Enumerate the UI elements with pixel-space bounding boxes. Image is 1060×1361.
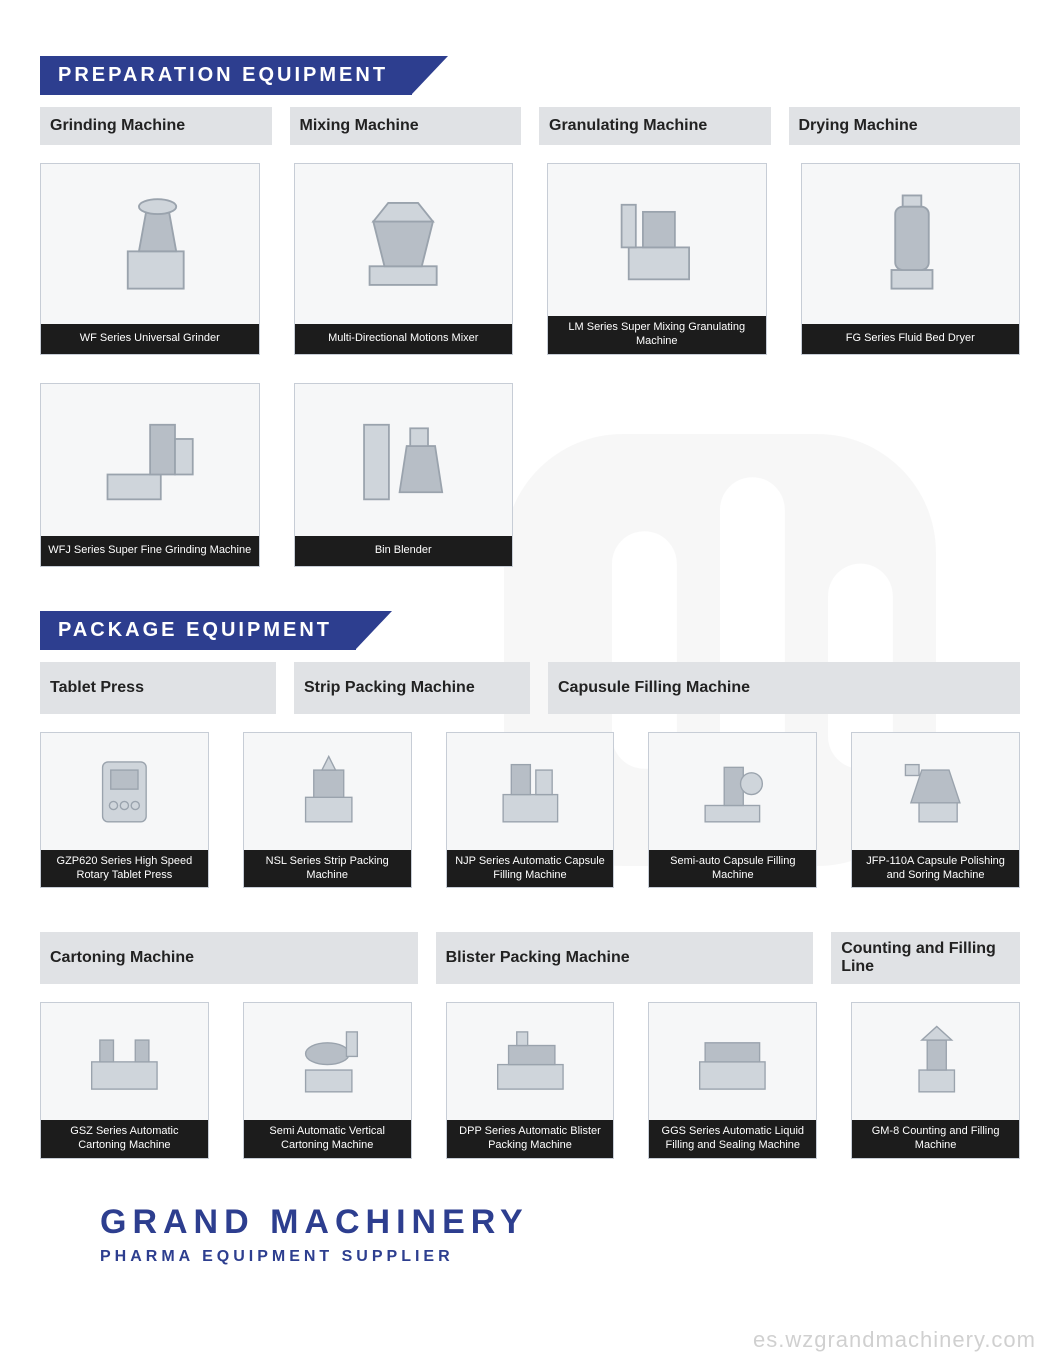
category-mixing: Mixing Machine [290, 107, 522, 145]
product-card: GSZ Series Automatic Cartoning Machine [40, 1002, 209, 1158]
product-caption: GSZ Series Automatic Cartoning Machine [41, 1120, 208, 1158]
product-image [41, 733, 208, 850]
product-caption: Multi-Directional Motions Mixer [295, 324, 513, 354]
product-caption: FG Series Fluid Bed Dryer [802, 324, 1020, 354]
section-banner-package: PACKAGE EQUIPMENT [40, 611, 1020, 650]
section-title: PACKAGE EQUIPMENT [40, 611, 356, 650]
section-banner-preparation: PREPARATION EQUIPMENT [40, 56, 1020, 95]
product-card: Multi-Directional Motions Mixer [294, 163, 514, 355]
product-caption: Semi Automatic Vertical Cartoning Machin… [244, 1120, 411, 1158]
product-caption: GGS Series Automatic Liquid Filling and … [649, 1120, 816, 1158]
product-card: FG Series Fluid Bed Dryer [801, 163, 1021, 355]
product-image [295, 164, 513, 324]
category-strip-packing: Strip Packing Machine [294, 662, 530, 714]
category-tablet-press: Tablet Press [40, 662, 276, 714]
footer-url: es.wzgrandmachinery.com [753, 1327, 1036, 1353]
category-cartoning: Cartoning Machine [40, 932, 418, 984]
product-caption: NSL Series Strip Packing Machine [244, 850, 411, 888]
product-card: JFP-110A Capsule Polishing and Soring Ma… [851, 732, 1020, 888]
product-grid-preparation: WF Series Universal Grinder Multi-Direct… [40, 163, 1020, 567]
product-image [41, 384, 259, 536]
product-image [447, 1003, 614, 1120]
product-image [649, 733, 816, 850]
product-caption: DPP Series Automatic Blister Packing Mac… [447, 1120, 614, 1158]
product-card: Semi-auto Capsule Filling Machine [648, 732, 817, 888]
product-caption: WF Series Universal Grinder [41, 324, 259, 354]
product-image [852, 1003, 1019, 1120]
product-image [295, 384, 513, 536]
product-grid-package-a: GZP620 Series High Speed Rotary Tablet P… [40, 732, 1020, 888]
product-image [244, 1003, 411, 1120]
product-caption: WFJ Series Super Fine Grinding Machine [41, 536, 259, 566]
product-caption: LM Series Super Mixing Granulating Machi… [548, 316, 766, 354]
product-card: Semi Automatic Vertical Cartoning Machin… [243, 1002, 412, 1158]
category-grinding: Grinding Machine [40, 107, 272, 145]
brand-title: GRAND MACHINERY [100, 1203, 1020, 1242]
product-card: LM Series Super Mixing Granulating Machi… [547, 163, 767, 355]
product-image [802, 164, 1020, 324]
product-card: GGS Series Automatic Liquid Filling and … [648, 1002, 817, 1158]
product-image [41, 1003, 208, 1120]
product-card: NJP Series Automatic Capsule Filling Mac… [446, 732, 615, 888]
product-grid-package-b: GSZ Series Automatic Cartoning Machine S… [40, 1002, 1020, 1158]
product-caption: JFP-110A Capsule Polishing and Soring Ma… [852, 850, 1019, 888]
product-image [244, 733, 411, 850]
product-image [548, 164, 766, 316]
product-card: NSL Series Strip Packing Machine [243, 732, 412, 888]
category-granulating: Granulating Machine [539, 107, 771, 145]
category-counting: Counting and Filling Line [831, 932, 1020, 984]
product-caption: GZP620 Series High Speed Rotary Tablet P… [41, 850, 208, 888]
product-caption: Semi-auto Capsule Filling Machine [649, 850, 816, 888]
product-card: DPP Series Automatic Blister Packing Mac… [446, 1002, 615, 1158]
category-row-package-b: Cartoning Machine Blister Packing Machin… [40, 932, 1020, 984]
category-drying: Drying Machine [789, 107, 1021, 145]
product-image [41, 164, 259, 324]
category-row-package-a: Tablet Press Strip Packing Machine Capus… [40, 662, 1020, 714]
product-card: WF Series Universal Grinder [40, 163, 260, 355]
product-card: Bin Blender [294, 383, 514, 567]
category-row-preparation: Grinding Machine Mixing Machine Granulat… [40, 107, 1020, 145]
brand-block: GRAND MACHINERY PHARMA EQUIPMENT SUPPLIE… [40, 1203, 1020, 1266]
product-caption: Bin Blender [295, 536, 513, 566]
product-caption: GM-8 Counting and Filling Machine [852, 1120, 1019, 1158]
product-caption: NJP Series Automatic Capsule Filling Mac… [447, 850, 614, 888]
product-card: GZP620 Series High Speed Rotary Tablet P… [40, 732, 209, 888]
product-image [649, 1003, 816, 1120]
category-capsule-filling: Capusule Filling Machine [548, 662, 1020, 714]
product-image [852, 733, 1019, 850]
product-card: WFJ Series Super Fine Grinding Machine [40, 383, 260, 567]
category-blister: Blister Packing Machine [436, 932, 814, 984]
brand-subtitle: PHARMA EQUIPMENT SUPPLIER [100, 1248, 1020, 1266]
product-card: GM-8 Counting and Filling Machine [851, 1002, 1020, 1158]
product-image [447, 733, 614, 850]
section-title: PREPARATION EQUIPMENT [40, 56, 412, 95]
